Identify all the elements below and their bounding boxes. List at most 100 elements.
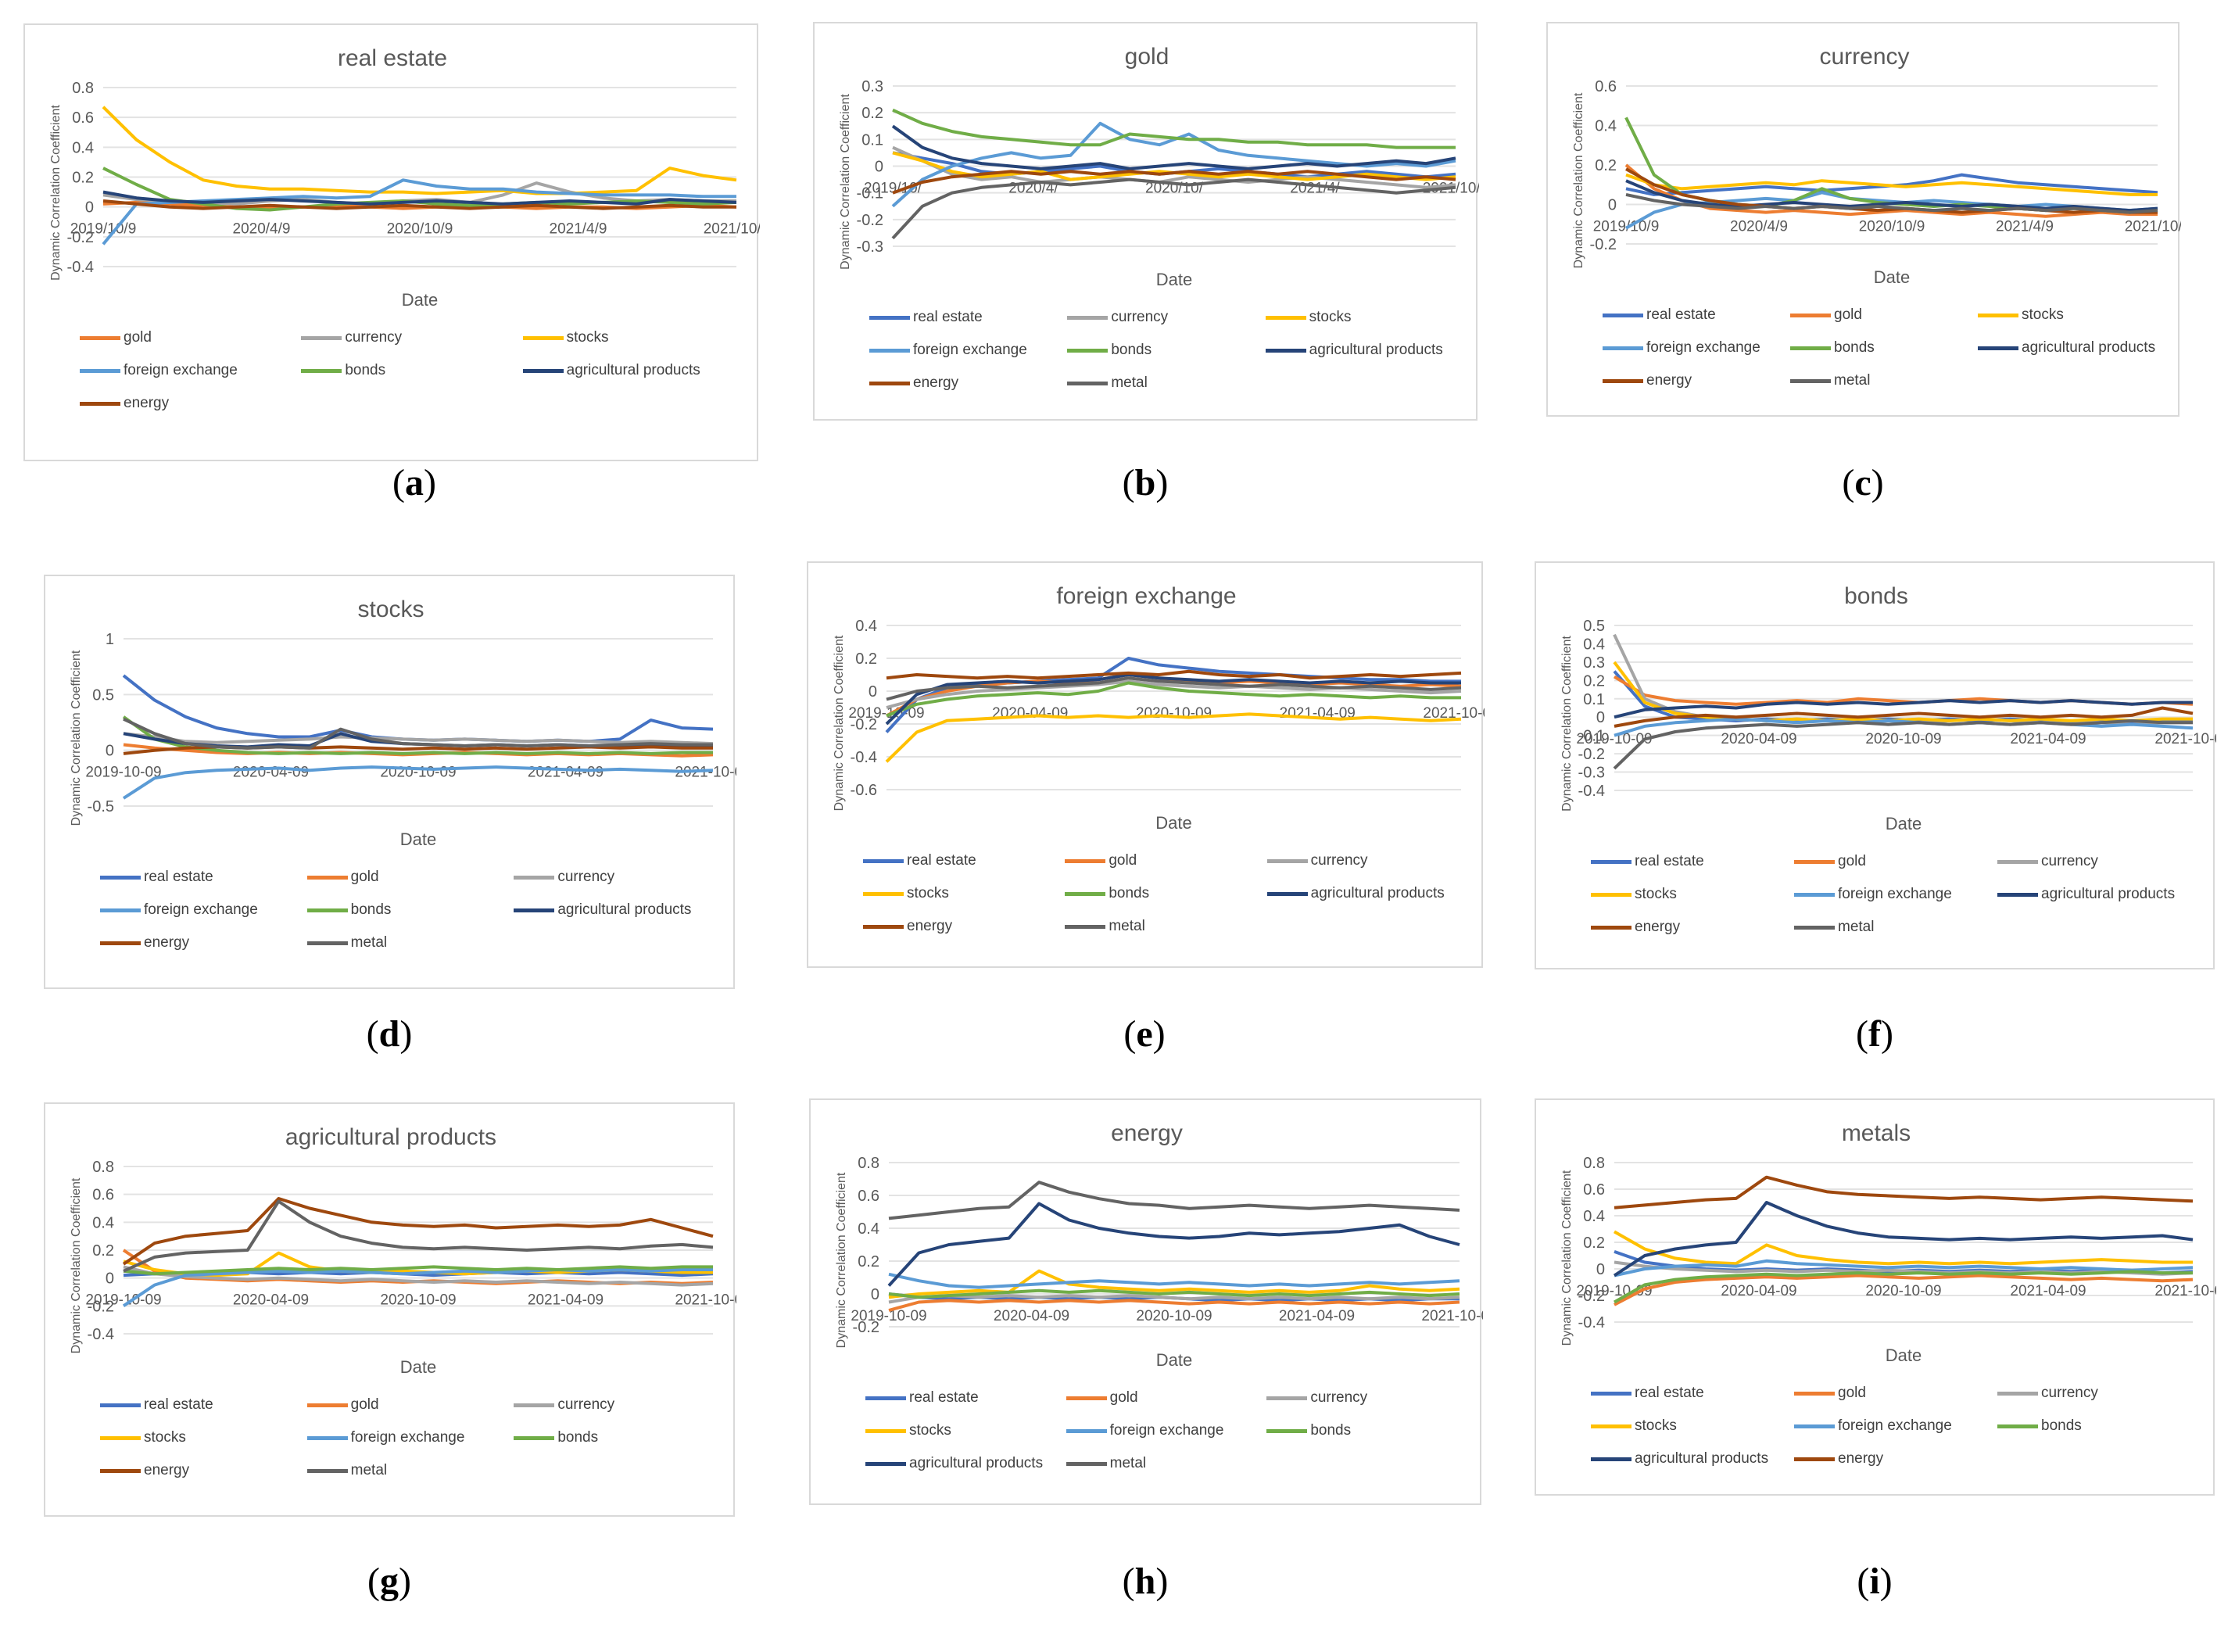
chart-legend: real estate gold currency stocks foreign exc… <box>1591 1385 2201 1489</box>
y-tick-label: 0.3 <box>861 78 883 95</box>
legend-item: foreign exchange <box>1794 1417 1952 1435</box>
y-tick-label: 0.8 <box>72 80 94 97</box>
legend-label: bonds <box>1834 339 1875 356</box>
y-tick-label: 0 <box>869 683 877 701</box>
series-line-bonds <box>888 1288 1460 1299</box>
legend-swatch <box>1794 925 1835 930</box>
y-tick-label: 0.4 <box>1583 1208 1605 1225</box>
legend-item: gold <box>306 1396 379 1414</box>
series-line-metal <box>886 676 1462 701</box>
legend-swatch <box>1603 313 1643 317</box>
legend-label: bonds <box>345 362 386 378</box>
legend-item: real estate <box>100 869 213 886</box>
legend-item: foreign exchange <box>80 362 238 379</box>
legend-label: foreign exchange <box>1838 886 1952 902</box>
legend-label: currency <box>345 329 403 346</box>
legend-swatch <box>869 381 910 385</box>
legend-label: energy <box>1635 919 1681 935</box>
x-tick-label: 2021-04-09 <box>528 1292 604 1309</box>
x-tick-label: 2019/10/9 <box>70 221 137 238</box>
x-tick-label: 2021-04-09 <box>2010 731 2086 747</box>
series-line-energy <box>122 1197 714 1266</box>
legend-swatch <box>1790 378 1831 383</box>
y-axis-label: Dynamic Correlation Coefficient <box>1560 636 1574 812</box>
y-tick-label: 0.8 <box>858 1155 879 1172</box>
series-line-agricultural-products <box>102 190 737 206</box>
panel-caption: (g) <box>367 1561 411 1602</box>
legend-swatch <box>1603 378 1643 383</box>
legend-label: real estate <box>909 1389 979 1406</box>
x-tick-label: 2021-04-09 <box>1279 1308 1355 1324</box>
x-tick-label: 2020-04-09 <box>233 1292 309 1309</box>
x-axis-label: Date <box>1874 267 1910 287</box>
y-tick-label: 0 <box>871 1286 879 1303</box>
legend-swatch <box>863 858 904 863</box>
legend-swatch <box>514 908 555 912</box>
legend-label: foreign exchange <box>913 342 1027 358</box>
legend-swatch <box>869 315 910 320</box>
legend-swatch <box>100 875 141 880</box>
series-line-gold <box>888 1299 1460 1312</box>
y-tick-label: 0.2 <box>92 1242 114 1260</box>
legend-label: currency <box>2041 1385 2098 1401</box>
legend-label: energy <box>1838 1450 1884 1467</box>
x-tick-label: 2020/4/9 <box>233 221 291 238</box>
chart-svg: bonds 0.50.40.30.20.10 -0.1-0.2 -0.3-0.4 Dyn… <box>1560 583 2216 833</box>
x-axis-label: Date <box>1886 814 1922 833</box>
legend-swatch <box>1794 1424 1835 1428</box>
legend-label: stocks <box>144 1429 186 1446</box>
legend-label: stocks <box>1635 1417 1677 1434</box>
legend-label: real estate <box>1635 853 1704 869</box>
legend-label: real estate <box>144 1396 213 1413</box>
legend-item: bonds <box>1067 342 1152 359</box>
chart-title: bonds <box>1844 583 1908 609</box>
legend-label: stocks <box>2022 306 2064 323</box>
y-tick-label: 0.2 <box>1595 157 1617 174</box>
legend-item: real estate <box>865 1389 979 1407</box>
y-tick-label: -0.2 <box>1578 746 1605 763</box>
legend-label: foreign exchange <box>144 901 258 918</box>
legend-swatch <box>1591 1457 1631 1461</box>
series-line-metal <box>891 177 1456 240</box>
x-tick-label: 2020-04-09 <box>233 765 309 781</box>
legend-label: agricultural products <box>1635 1450 1769 1467</box>
x-tick-label: 2020-04-09 <box>994 1308 1069 1324</box>
x-tick-label: 2021/4/9 <box>550 221 607 238</box>
chart-title: metals <box>1842 1120 1911 1146</box>
chart-legend: real estate gold currency foreign exchange b… <box>100 869 721 983</box>
x-tick-label: 2021-10-09 <box>675 765 736 781</box>
series-line-gold <box>1624 163 2158 218</box>
legend-item: bonds <box>1065 885 1149 902</box>
legend-label: agricultural products <box>2022 339 2156 356</box>
panel-caption: (d) <box>366 1013 413 1055</box>
legend-label: gold <box>350 1396 379 1413</box>
x-tick-label: 2021-04-09 <box>528 765 604 781</box>
legend-swatch <box>1066 1461 1107 1466</box>
legend-swatch <box>522 335 564 340</box>
y-tick-label: 0 <box>85 199 94 217</box>
legend-item: metal <box>306 1462 387 1479</box>
y-tick-label: -0.2 <box>88 1298 114 1315</box>
legend-item: energy <box>100 934 189 951</box>
y-axis-label: Dynamic Correlation Coefficient <box>835 1172 848 1348</box>
y-tick-label: 0.1 <box>861 131 883 149</box>
legend-label: bonds <box>2041 1417 2082 1434</box>
series-line-bonds <box>122 715 713 755</box>
series-line-currency <box>892 145 1456 189</box>
chart-panel-h: energy 0.8 0.6 0.4 0.2 0 -0.2 Dynamic Correlati… <box>809 1098 1483 1505</box>
x-tick-label: 2020-10-09 <box>1136 705 1212 722</box>
legend-label: foreign exchange <box>1109 1422 1224 1439</box>
legend-swatch <box>1603 346 1643 350</box>
y-tick-label: -0.2 <box>67 229 94 246</box>
legend-item: metal <box>306 934 387 951</box>
series-line-currency <box>123 732 714 746</box>
legend-swatch <box>1997 1391 2038 1396</box>
legend-swatch <box>1790 313 1831 317</box>
chart-legend: real estate gold currency stocks foreign exc… <box>100 1396 721 1510</box>
legend-label: currency <box>1111 309 1169 325</box>
chart-title: gold <box>1125 44 1169 70</box>
legend-item: stocks <box>100 1429 186 1446</box>
series-line-energy <box>886 669 1462 680</box>
legend-label: currency <box>557 1396 615 1413</box>
x-tick-label: 2019-10-09 <box>851 1308 926 1324</box>
